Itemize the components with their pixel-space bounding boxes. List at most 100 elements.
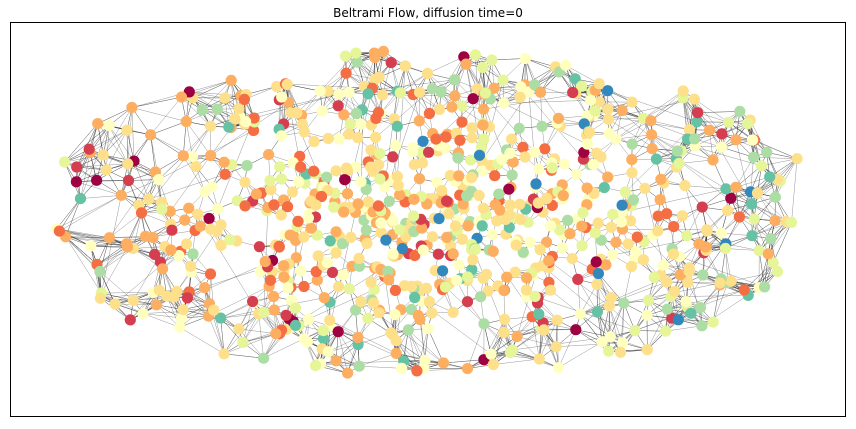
graph-node bbox=[53, 225, 65, 237]
graph-node bbox=[219, 92, 231, 104]
graph-node bbox=[375, 217, 387, 229]
graph-node bbox=[533, 163, 545, 175]
graph-node bbox=[350, 47, 362, 59]
graph-node bbox=[394, 87, 406, 99]
graph-node bbox=[302, 212, 314, 224]
graph-node bbox=[475, 291, 487, 303]
graph-node bbox=[487, 245, 499, 257]
graph-node bbox=[626, 154, 638, 166]
graph-node bbox=[274, 161, 286, 173]
graph-node bbox=[399, 60, 411, 72]
graph-node bbox=[345, 231, 357, 243]
graph-node bbox=[746, 230, 758, 242]
graph-node bbox=[426, 83, 438, 95]
graph-node bbox=[423, 296, 435, 308]
graph-node bbox=[602, 171, 614, 183]
graph-node bbox=[351, 56, 363, 68]
graph-node bbox=[374, 148, 386, 160]
graph-node bbox=[615, 216, 628, 228]
graph-node bbox=[370, 131, 382, 143]
graph-node bbox=[413, 115, 425, 127]
graph-node bbox=[402, 324, 414, 336]
graph-node bbox=[387, 215, 399, 227]
graph-node bbox=[681, 230, 693, 242]
graph-node bbox=[650, 153, 663, 165]
graph-node bbox=[280, 309, 292, 321]
graph-node bbox=[286, 186, 299, 198]
graph-node bbox=[497, 74, 509, 86]
graph-node bbox=[121, 238, 133, 250]
graph-node bbox=[673, 157, 685, 170]
graph-node bbox=[361, 237, 373, 249]
graph-node bbox=[676, 210, 689, 222]
graph-node bbox=[576, 240, 588, 252]
graph-node bbox=[343, 128, 355, 140]
graph-node bbox=[439, 281, 452, 293]
graph-node bbox=[707, 316, 719, 328]
graph-node bbox=[593, 96, 605, 108]
graph-node bbox=[462, 220, 474, 232]
graph-node bbox=[622, 238, 634, 250]
graph-node bbox=[515, 81, 527, 93]
graph-node bbox=[491, 215, 503, 227]
graph-node bbox=[344, 118, 356, 130]
graph-node bbox=[748, 213, 760, 225]
graph-node bbox=[562, 214, 574, 226]
graph-node bbox=[365, 144, 377, 156]
graph-node bbox=[385, 327, 397, 339]
graph-node bbox=[439, 142, 451, 154]
graph-node bbox=[59, 156, 71, 168]
graph-node bbox=[271, 80, 283, 93]
graph-node bbox=[311, 274, 323, 286]
graph-node bbox=[391, 170, 403, 183]
graph-node bbox=[353, 252, 365, 264]
graph-node bbox=[374, 173, 386, 185]
graph-node bbox=[517, 141, 529, 153]
graph-node bbox=[204, 268, 217, 280]
graph-node bbox=[205, 223, 217, 235]
graph-node bbox=[180, 115, 192, 128]
graph-node bbox=[759, 281, 771, 293]
graph-node bbox=[394, 189, 406, 201]
graph-node bbox=[126, 101, 138, 114]
graph-node bbox=[569, 73, 581, 85]
graph-node bbox=[642, 294, 655, 306]
graph-node bbox=[506, 169, 518, 181]
graph-node bbox=[289, 319, 302, 331]
graph-node bbox=[399, 280, 411, 292]
graph-node bbox=[268, 199, 280, 211]
graph-node bbox=[477, 119, 489, 131]
graph-node bbox=[660, 325, 672, 337]
graph-node bbox=[694, 302, 707, 314]
graph-node bbox=[467, 93, 479, 105]
graph-node bbox=[253, 241, 265, 253]
graph-node bbox=[153, 284, 165, 296]
graph-node bbox=[100, 164, 112, 176]
graph-node bbox=[247, 295, 259, 308]
graph-node bbox=[689, 133, 701, 145]
graph-node bbox=[519, 151, 531, 163]
graph-node bbox=[310, 199, 322, 211]
graph-node bbox=[545, 220, 557, 232]
graph-node bbox=[534, 243, 546, 256]
graph-node bbox=[373, 307, 385, 319]
graph-node bbox=[683, 265, 695, 278]
graph-node bbox=[596, 336, 608, 348]
graph-node bbox=[177, 150, 189, 162]
graph-node bbox=[584, 94, 597, 106]
graph-node bbox=[103, 232, 115, 244]
graph-node bbox=[747, 134, 759, 146]
graph-node bbox=[268, 290, 280, 303]
graph-node bbox=[74, 193, 87, 205]
graph-node bbox=[486, 54, 498, 66]
graph-node bbox=[564, 228, 576, 240]
graph-node bbox=[109, 298, 121, 310]
graph-node bbox=[477, 103, 490, 115]
graph-node bbox=[149, 248, 161, 260]
graph-node bbox=[350, 304, 362, 316]
graph-node bbox=[308, 165, 320, 177]
graph-node bbox=[544, 284, 557, 296]
graph-node bbox=[443, 208, 455, 220]
graph-node bbox=[551, 314, 563, 326]
graph-node bbox=[504, 347, 517, 359]
